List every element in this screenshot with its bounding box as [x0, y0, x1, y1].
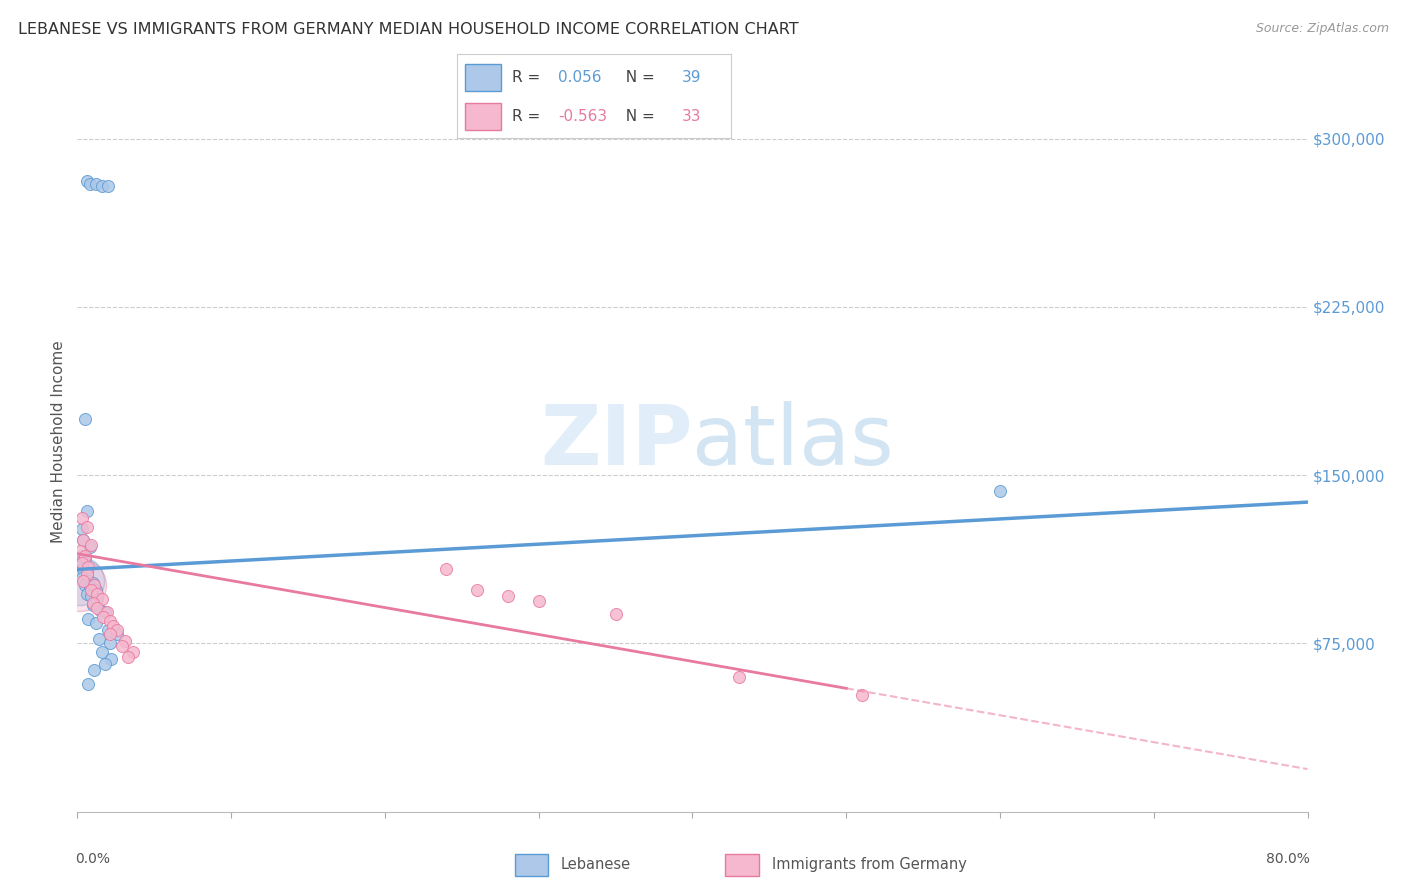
Point — [76, 587, 98, 601]
Point — [82, 575, 104, 590]
Point — [73, 412, 96, 426]
Text: N =: N = — [616, 109, 659, 124]
Point — [97, 623, 120, 637]
Point — [76, 520, 98, 534]
Point — [98, 614, 121, 628]
Text: 80.0%: 80.0% — [1267, 853, 1310, 866]
Point — [69, 558, 91, 572]
Text: 0.0%: 0.0% — [75, 853, 110, 866]
Point — [70, 511, 93, 525]
Point — [76, 566, 98, 581]
Point — [114, 634, 136, 648]
Point — [465, 582, 488, 597]
Point — [82, 599, 104, 613]
Point — [83, 664, 105, 678]
FancyBboxPatch shape — [725, 855, 759, 876]
Text: Immigrants from Germany: Immigrants from Germany — [772, 857, 967, 871]
Point — [86, 600, 108, 615]
Point — [605, 607, 627, 622]
Point — [79, 177, 101, 191]
Point — [527, 594, 550, 608]
Point — [496, 590, 519, 604]
Point — [105, 623, 128, 637]
Point — [96, 605, 118, 619]
Point — [105, 627, 128, 641]
Point — [111, 639, 134, 653]
Text: 33: 33 — [682, 109, 702, 124]
Y-axis label: Median Household Income: Median Household Income — [51, 340, 66, 543]
Point — [84, 177, 107, 191]
Text: 0.056: 0.056 — [558, 70, 602, 85]
Point — [80, 582, 103, 597]
Point — [82, 596, 104, 610]
Point — [72, 533, 94, 548]
Point — [70, 549, 93, 563]
Point — [77, 560, 100, 574]
Point — [97, 178, 120, 193]
Point — [117, 649, 139, 664]
Point — [76, 504, 98, 518]
Point — [80, 590, 103, 604]
Point — [98, 636, 121, 650]
Point — [70, 522, 93, 536]
Point — [73, 551, 96, 566]
Point — [101, 618, 124, 632]
Point — [76, 566, 98, 581]
Text: -0.563: -0.563 — [558, 109, 607, 124]
Point — [79, 580, 101, 594]
Point — [77, 612, 100, 626]
Point — [98, 627, 121, 641]
Text: Lebanese: Lebanese — [561, 857, 631, 871]
FancyBboxPatch shape — [465, 63, 501, 91]
Point — [72, 533, 94, 548]
Point — [121, 645, 143, 659]
Point — [72, 574, 94, 588]
Point — [86, 587, 108, 601]
Text: 39: 39 — [682, 70, 702, 85]
Point — [80, 538, 103, 552]
Point — [84, 582, 107, 597]
Text: R =: R = — [512, 109, 546, 124]
FancyBboxPatch shape — [515, 855, 548, 876]
Point — [436, 562, 458, 576]
Point — [87, 632, 110, 646]
Point — [84, 616, 107, 631]
Point — [83, 578, 105, 592]
Point — [70, 571, 93, 585]
Point — [77, 677, 100, 691]
Point — [69, 578, 91, 592]
FancyBboxPatch shape — [465, 103, 501, 130]
Point — [90, 591, 114, 606]
Point — [73, 578, 96, 592]
Point — [100, 652, 122, 666]
Point — [94, 605, 117, 619]
Text: N =: N = — [616, 70, 659, 85]
Point — [69, 574, 91, 588]
Point — [76, 174, 98, 188]
Text: ZIP: ZIP — [540, 401, 693, 482]
Point — [89, 603, 111, 617]
Text: R =: R = — [512, 70, 546, 85]
Point — [851, 688, 873, 702]
Point — [727, 670, 749, 684]
Point — [70, 556, 93, 570]
Point — [93, 609, 115, 624]
Text: atlas: atlas — [693, 401, 894, 482]
Point — [94, 657, 117, 671]
Point — [988, 483, 1011, 498]
Point — [77, 574, 100, 588]
Point — [69, 544, 91, 558]
Point — [90, 645, 114, 659]
Point — [86, 591, 108, 606]
Point — [79, 540, 101, 554]
Point — [90, 178, 114, 193]
Point — [73, 549, 96, 563]
Text: LEBANESE VS IMMIGRANTS FROM GERMANY MEDIAN HOUSEHOLD INCOME CORRELATION CHART: LEBANESE VS IMMIGRANTS FROM GERMANY MEDI… — [18, 22, 799, 37]
Text: Source: ZipAtlas.com: Source: ZipAtlas.com — [1256, 22, 1389, 36]
Point — [72, 562, 94, 576]
